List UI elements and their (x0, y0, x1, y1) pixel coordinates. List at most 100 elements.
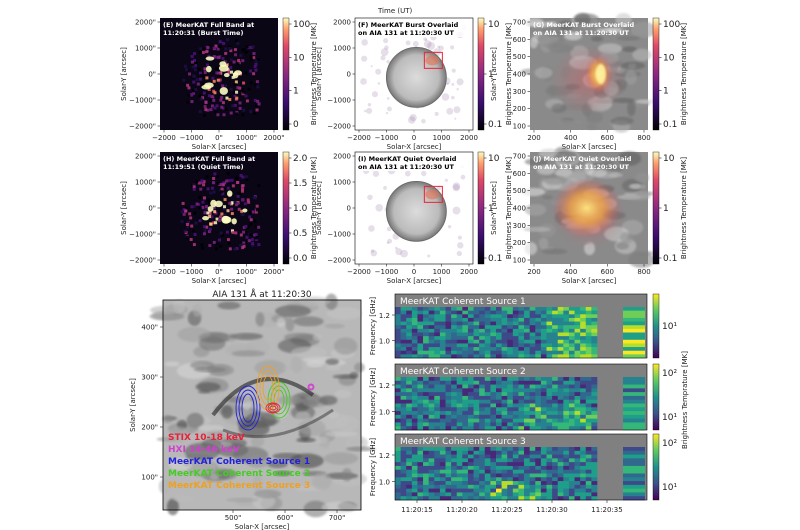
aia-texture (250, 435, 265, 447)
aia-texture (628, 252, 655, 268)
speckle (180, 220, 184, 224)
speckle (219, 183, 223, 187)
spectrogram-cell (456, 392, 463, 397)
spectrogram-cell (411, 395, 418, 401)
spectrogram-cell (557, 392, 564, 397)
y-axis-label: Solar-Y [arcsec] (315, 181, 323, 235)
speckle (229, 49, 233, 53)
spectrogram-cell (406, 411, 413, 416)
spectrogram-cell (395, 403, 401, 408)
spectrogram-cell (574, 454, 581, 459)
spectrogram-cell (451, 392, 458, 397)
spectrogram-cell (623, 462, 645, 467)
spectrogram-cell (585, 411, 592, 416)
x-tick-label: 11:20:15 (401, 506, 432, 514)
spectrogram-cell (490, 454, 497, 459)
spectrogram-cell (518, 395, 525, 401)
spectrogram-cell (568, 418, 575, 423)
spectrogram-cell (400, 492, 407, 497)
spectrogram-cell (623, 477, 645, 482)
spectrogram-cell (479, 350, 486, 355)
spectrogram-cell (423, 321, 429, 326)
spectrogram-cell (546, 469, 553, 474)
spectrogram-cell (428, 388, 435, 393)
spectrogram-cell (580, 492, 587, 497)
spectrogram-cell (512, 473, 519, 478)
spectrogram-cell (501, 422, 508, 427)
spectrogram-cell (400, 321, 407, 326)
spectrogram-cell (568, 347, 575, 352)
speckle (231, 230, 235, 234)
panel-title-line1: (E) MeerKAT Full Band at (163, 21, 254, 29)
faint-blob (427, 254, 431, 258)
spectrogram-cell (496, 339, 502, 344)
speckle (255, 204, 259, 208)
spectrogram-cell (512, 377, 519, 382)
spectrogram-cell (467, 399, 474, 404)
aia-texture (193, 366, 227, 373)
spectrogram-cell (417, 350, 424, 355)
spectrogram-cell (580, 462, 587, 467)
spectrogram-cell (591, 380, 598, 385)
spectrogram-cell (456, 407, 463, 412)
faint-blob (377, 82, 381, 85)
spectrogram-cell (580, 314, 587, 319)
spectrogram-cell (623, 399, 645, 404)
aia-texture (554, 168, 574, 178)
spectrogram-cell (434, 496, 441, 501)
speckle (221, 101, 225, 105)
spectrogram-cell (456, 399, 463, 404)
spectrogram-cell (540, 395, 547, 401)
spectrogram-cell (462, 422, 469, 427)
speckle (197, 181, 201, 185)
spectrogram-cell (591, 336, 598, 341)
speckle (253, 65, 257, 69)
faint-blob (453, 106, 461, 114)
spectrogram-cell (473, 314, 480, 319)
spectrogram-cell (479, 328, 486, 333)
spectrogram-cell (623, 414, 645, 419)
spectrogram-cell (524, 307, 530, 311)
speckle (194, 61, 198, 65)
spectrogram-cell (445, 314, 452, 319)
spectrogram-cell (423, 465, 429, 471)
spectrogram-cell (462, 465, 469, 471)
spectrogram-cell (585, 422, 592, 427)
spectrogram-cell (467, 350, 474, 355)
spectrogram-cell (546, 414, 553, 419)
spectrogram-cell (400, 343, 407, 348)
spectrogram-cell (540, 336, 547, 341)
spectrogram-cell (451, 481, 458, 486)
spectrogram-cell (552, 473, 559, 478)
speckle (254, 210, 258, 214)
spectrogram-cell (434, 328, 441, 333)
spectrogram-cell (585, 336, 592, 341)
burst-peak (595, 64, 606, 84)
spectrogram-cell (574, 307, 581, 311)
bright-spot (214, 200, 223, 208)
spectrogram-cell (417, 347, 424, 352)
spectrogram-cell (445, 354, 452, 359)
speckle (212, 55, 216, 59)
spectrogram-cell (591, 388, 598, 393)
x-tick-label: −2000 (347, 134, 371, 142)
spectrogram-cell (456, 473, 463, 478)
spectrogram-cell (484, 477, 491, 482)
spectrogram-cell (524, 350, 530, 355)
spectrogram-cell (623, 422, 645, 427)
spectrogram-cell (417, 328, 424, 333)
aia-texture (555, 120, 583, 125)
spectrogram-cell (456, 411, 463, 416)
speckle (202, 183, 206, 187)
spectrogram-cell (395, 418, 401, 423)
spectrogram-cell (529, 454, 536, 459)
spectrogram-cell (490, 477, 497, 482)
spectrogram-cell (456, 314, 463, 319)
spectrogram-cell (574, 388, 581, 393)
spectrogram-cell (585, 414, 592, 419)
aia-texture (303, 500, 328, 518)
spectrogram-cell (395, 496, 401, 501)
spectrogram-cell (462, 332, 469, 337)
speckle (256, 99, 260, 103)
spectrogram-cell (467, 458, 474, 463)
